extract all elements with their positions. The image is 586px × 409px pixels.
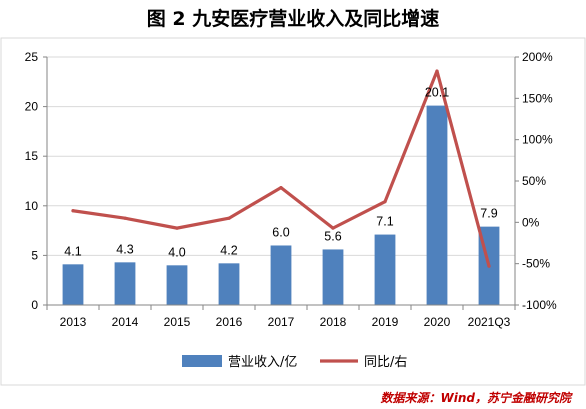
bar — [374, 234, 396, 305]
x-tick-label: 2014 — [112, 315, 139, 329]
bar-data-label: 4.1 — [64, 244, 81, 258]
y-right-tick-label: -100% — [522, 298, 557, 312]
bar-data-label: 7.1 — [376, 215, 393, 229]
line-point — [331, 226, 335, 230]
bar-data-labels: 4.1 4.3 4.0 4.2 6.0 5.6 7.1 20.1 7.9 — [64, 86, 497, 260]
source-note: 数据来源：Wind，苏宁金融研究院 — [381, 391, 573, 405]
legend-swatch-bar — [182, 355, 222, 367]
y-right-tick-label: 0% — [522, 215, 540, 229]
x-tick-label: 2019 — [372, 315, 399, 329]
bar-data-label: 6.0 — [272, 225, 289, 239]
bar-data-label: 7.9 — [480, 207, 497, 221]
legend-label: 同比/右 — [364, 355, 407, 370]
line-point — [487, 264, 491, 268]
axes: 2013 2014 2015 2016 2017 2018 2019 2020 2021Q305… — [25, 50, 557, 329]
bar — [322, 249, 344, 305]
line-point — [383, 200, 387, 204]
x-tick-label: 2020 — [424, 315, 451, 329]
y-left-tick-label: 10 — [25, 199, 39, 213]
bar — [114, 262, 136, 305]
x-tick-label: 2018 — [320, 315, 347, 329]
bar-data-label: 4.2 — [220, 243, 237, 257]
bar-data-label: 20.1 — [425, 86, 449, 100]
y-right-tick-label: -50% — [522, 257, 550, 271]
x-tick-label: 2013 — [60, 315, 87, 329]
y-left-tick-label: 15 — [25, 149, 39, 163]
y-right-tick-label: 200% — [522, 50, 553, 64]
y-left-tick-label: 25 — [25, 50, 39, 64]
y-right-tick-label: 100% — [522, 133, 553, 147]
x-tick-label: 2015 — [164, 315, 191, 329]
line-point — [279, 186, 283, 190]
legend: 营业收入/亿 同比/右 — [182, 355, 407, 370]
bar — [426, 105, 448, 305]
bar — [218, 263, 240, 305]
line-point — [435, 69, 439, 73]
line-point — [71, 209, 75, 213]
bar — [166, 265, 188, 305]
bar-data-label: 5.6 — [324, 229, 341, 243]
x-tick-label: 2016 — [216, 315, 243, 329]
y-right-tick-label: 50% — [522, 174, 546, 188]
line-point — [175, 226, 179, 230]
line-point — [123, 216, 127, 220]
y-left-tick-label: 5 — [31, 248, 38, 262]
x-tick-label: 2017 — [268, 315, 295, 329]
chart-title: 图 2 九安医疗营业收入及同比增速 — [147, 7, 439, 30]
chart-frame — [0, 37, 586, 386]
bar-data-label: 4.0 — [168, 245, 185, 259]
bar — [62, 264, 84, 305]
bar-data-label: 4.3 — [116, 242, 133, 256]
x-tick-label: 2021Q3 — [468, 315, 511, 329]
line-point — [227, 216, 231, 220]
y-right-tick-label: 150% — [522, 91, 553, 105]
line-series — [71, 69, 491, 268]
bar — [270, 245, 292, 305]
y-left-tick-label: 20 — [25, 100, 39, 114]
y-left-tick-label: 0 — [31, 298, 38, 312]
legend-label: 营业收入/亿 — [228, 355, 297, 370]
